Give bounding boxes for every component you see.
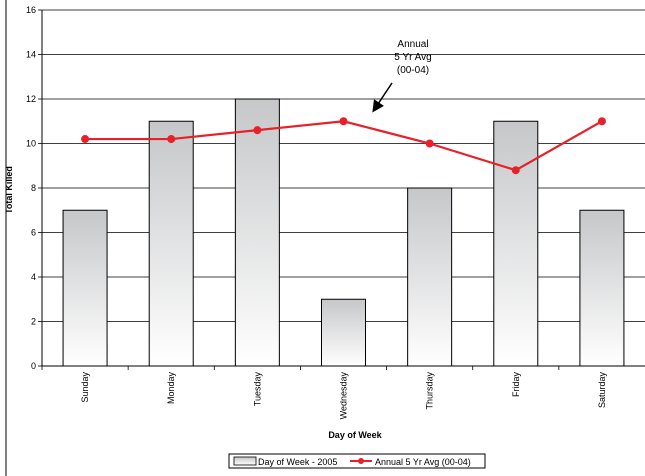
avg-point-thursday bbox=[425, 139, 434, 148]
x-tick-labels: Sunday Monday Tuesday Wednesday Thursday Frid… bbox=[41, 366, 607, 420]
avg-point-friday bbox=[511, 166, 520, 175]
y-tick-label: 0 bbox=[31, 361, 36, 371]
y-tick-labels: 0 2 4 6 8 10 12 14 16 bbox=[26, 5, 36, 371]
avg-point-wednesday bbox=[339, 117, 348, 126]
avg-point-saturday bbox=[597, 117, 606, 126]
y-tick-label: 16 bbox=[26, 5, 36, 15]
bar-sunday bbox=[62, 209, 108, 367]
legend-bar-swatch bbox=[233, 456, 257, 466]
x-tick-label-friday: Friday bbox=[511, 372, 521, 398]
avg-line-series bbox=[81, 117, 606, 175]
bar-saturday bbox=[579, 209, 625, 367]
legend: Day of Week - 2005 Annual 5 Yr Avg (00-0… bbox=[228, 453, 486, 469]
avg-point-sunday bbox=[81, 135, 90, 144]
bar-wednesday bbox=[321, 298, 366, 367]
bar-friday bbox=[493, 120, 539, 367]
x-tick-label-sunday: Sunday bbox=[80, 372, 90, 403]
x-tick-label-saturday: Saturday bbox=[597, 372, 607, 409]
x-axis-title: Day of Week bbox=[328, 430, 382, 440]
y-tick-label: 10 bbox=[26, 139, 36, 149]
bar-tuesday bbox=[234, 98, 280, 367]
y-tick-label: 8 bbox=[31, 183, 36, 193]
avg-point-monday bbox=[167, 135, 176, 144]
y-tick-label: 4 bbox=[31, 272, 36, 282]
annotation-line-1: Annual bbox=[397, 39, 428, 50]
x-tick-label-wednesday: Wednesday bbox=[339, 372, 349, 420]
legend-line-label: Annual 5 Yr Avg (00-04) bbox=[375, 457, 471, 467]
y-axis-title: Total Killed bbox=[4, 166, 14, 214]
avg-point-tuesday bbox=[253, 126, 262, 135]
annotation-arrow bbox=[372, 82, 393, 113]
x-tick-label-thursday: Thursday bbox=[425, 372, 435, 410]
y-tick-label: 6 bbox=[31, 228, 36, 238]
axes bbox=[41, 10, 645, 367]
bar-monday bbox=[148, 120, 194, 367]
x-tick-label-tuesday: Tuesday bbox=[252, 372, 262, 407]
y-tick-label: 12 bbox=[26, 94, 36, 104]
legend-bar-label: Day of Week - 2005 bbox=[258, 457, 337, 467]
annotation-line-2: 5 Yr Avg bbox=[394, 52, 431, 63]
bars bbox=[62, 98, 625, 367]
y-tick-label: 14 bbox=[26, 50, 36, 60]
annotation-line-3: (00-04) bbox=[397, 65, 429, 76]
x-tick-label-monday: Monday bbox=[166, 372, 176, 405]
legend-line-marker bbox=[358, 458, 364, 464]
annotation: Annual 5 Yr Avg (00-04) bbox=[372, 39, 432, 113]
bar-thursday bbox=[407, 187, 453, 367]
y-tick-label: 2 bbox=[31, 317, 36, 327]
